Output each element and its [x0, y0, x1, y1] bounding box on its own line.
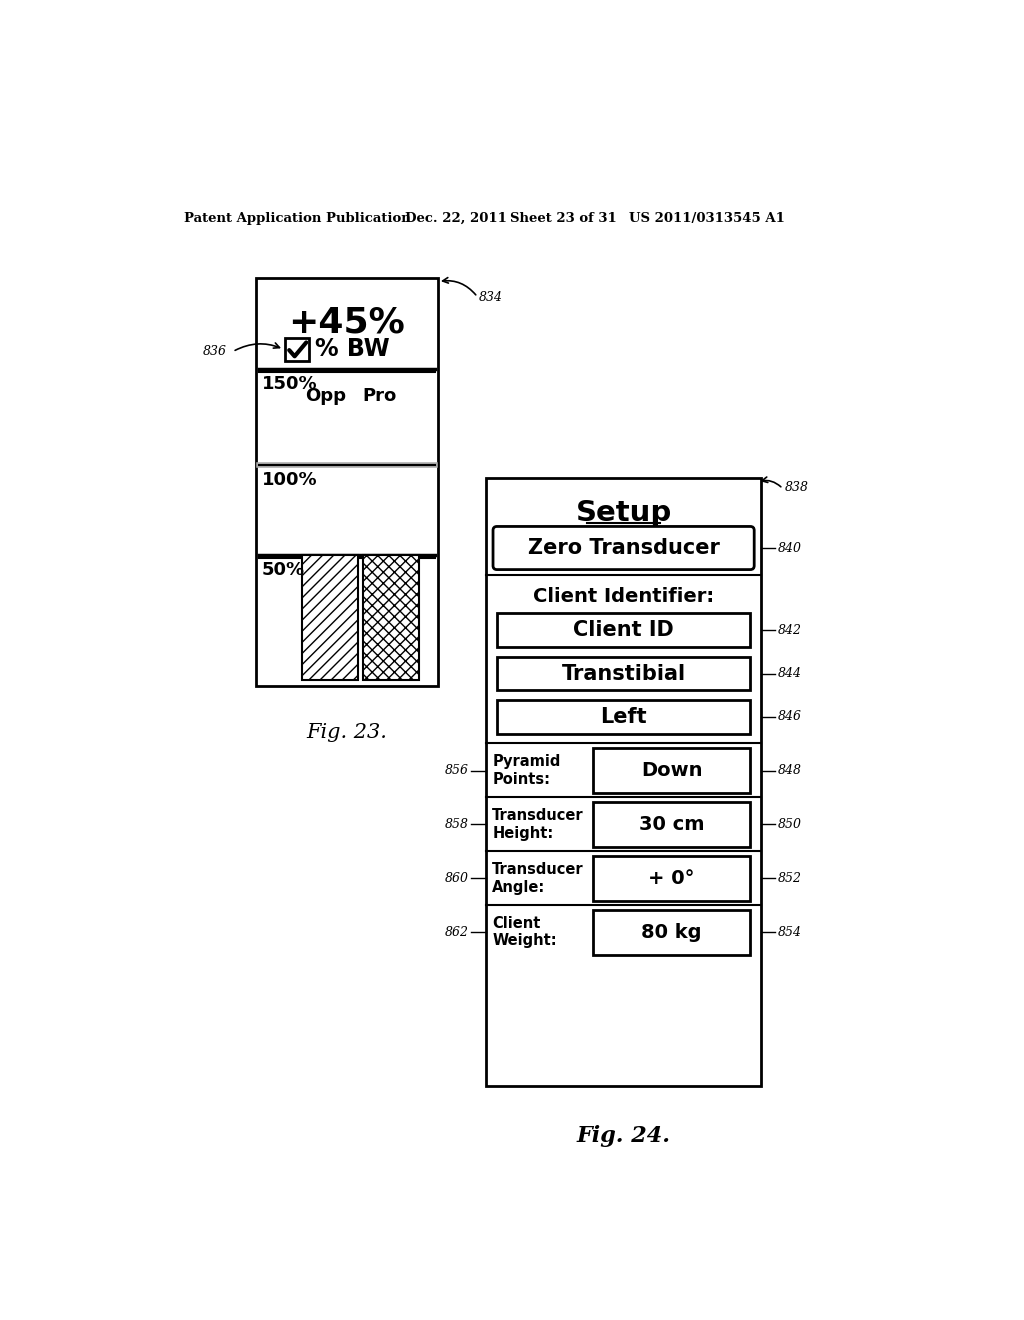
Text: Transducer
Height:: Transducer Height: — [493, 808, 584, 841]
Text: 150%: 150% — [262, 375, 317, 393]
Text: + 0°: + 0° — [648, 869, 695, 888]
Text: Pro: Pro — [362, 387, 397, 405]
Bar — [256, 277, 438, 686]
Text: % BW: % BW — [314, 338, 389, 362]
Text: 836: 836 — [203, 345, 227, 358]
Text: Sheet 23 of 31: Sheet 23 of 31 — [510, 213, 616, 224]
FancyBboxPatch shape — [493, 527, 755, 570]
Text: Setup: Setup — [575, 499, 672, 527]
Text: Client
Weight:: Client Weight: — [493, 916, 557, 949]
Text: +45%: +45% — [289, 305, 406, 339]
Text: 862: 862 — [445, 925, 469, 939]
Text: US 2011/0313545 A1: US 2011/0313545 A1 — [630, 213, 785, 224]
Bar — [362, 554, 419, 680]
Bar — [497, 614, 751, 647]
Text: Zero Transducer: Zero Transducer — [527, 539, 720, 558]
Bar — [593, 909, 751, 954]
Bar — [486, 478, 761, 1086]
Text: 856: 856 — [445, 764, 469, 777]
Text: 838: 838 — [784, 480, 808, 494]
Text: Transtibial: Transtibial — [561, 664, 686, 684]
Text: 846: 846 — [777, 710, 802, 723]
Text: Fig. 23.: Fig. 23. — [306, 722, 387, 742]
Bar — [593, 803, 751, 847]
Text: Pyramid
Points:: Pyramid Points: — [493, 754, 560, 787]
Text: 840: 840 — [777, 541, 802, 554]
Text: 848: 848 — [777, 764, 802, 777]
Text: 850: 850 — [777, 818, 802, 832]
Text: 834: 834 — [479, 290, 503, 304]
Text: Dec. 22, 2011: Dec. 22, 2011 — [406, 213, 507, 224]
Bar — [497, 656, 751, 690]
Bar — [593, 748, 751, 793]
Text: Down: Down — [641, 762, 702, 780]
Text: 50%: 50% — [262, 561, 305, 579]
Bar — [497, 700, 751, 734]
Text: Client ID: Client ID — [573, 620, 674, 640]
Text: Fig. 24.: Fig. 24. — [577, 1125, 671, 1147]
Text: 852: 852 — [777, 871, 802, 884]
Bar — [302, 554, 358, 680]
Text: Client Identifier:: Client Identifier: — [534, 587, 714, 606]
Text: 842: 842 — [777, 624, 802, 638]
Text: 80 kg: 80 kg — [641, 923, 701, 941]
Text: 858: 858 — [445, 818, 469, 832]
Text: Transducer
Angle:: Transducer Angle: — [493, 862, 584, 895]
Text: 854: 854 — [777, 925, 802, 939]
Text: 100%: 100% — [262, 471, 317, 490]
Text: Opp: Opp — [305, 387, 346, 405]
Text: 30 cm: 30 cm — [639, 814, 705, 834]
Text: Patent Application Publication: Patent Application Publication — [183, 213, 411, 224]
Bar — [593, 857, 751, 900]
Text: Left: Left — [600, 706, 647, 726]
Text: 860: 860 — [445, 871, 469, 884]
Text: 844: 844 — [777, 667, 802, 680]
Bar — [286, 338, 308, 360]
